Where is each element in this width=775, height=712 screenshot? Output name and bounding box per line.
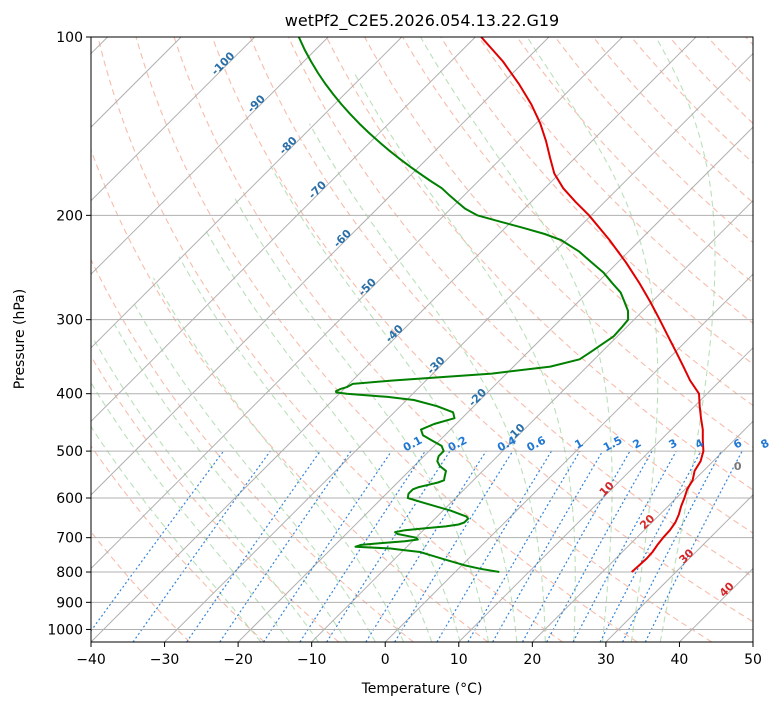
y-axis-label: Pressure (hPa) (12, 289, 28, 389)
x-tick-label: 40 (671, 652, 689, 668)
chart-title: wetPf2_C2E5.2026.054.13.22.G19 (285, 11, 559, 31)
x-tick-label: 30 (597, 652, 615, 668)
y-tick-label: 400 (56, 387, 83, 403)
x-tick-label: 20 (523, 652, 541, 668)
x-tick-label: 0 (381, 652, 390, 668)
parcel-label: 0 (734, 460, 742, 473)
x-tick-label: −10 (297, 652, 327, 668)
y-tick-label: 600 (56, 491, 83, 507)
y-tick-label: 1000 (47, 622, 83, 638)
y-tick-label: 800 (56, 565, 83, 581)
x-tick-label: −20 (223, 652, 253, 668)
y-tick-label: 100 (56, 30, 83, 46)
y-tick-label: 900 (56, 595, 83, 611)
y-tick-label: 300 (56, 313, 83, 329)
x-tick-label: −40 (76, 652, 106, 668)
y-tick-label: 500 (56, 444, 83, 460)
x-tick-label: 10 (450, 652, 468, 668)
y-tick-label: 700 (56, 531, 83, 547)
x-axis-label: Temperature (°C) (361, 681, 483, 697)
x-tick-label: 50 (744, 652, 762, 668)
x-tick-label: −30 (150, 652, 180, 668)
y-tick-label: 200 (56, 208, 83, 224)
